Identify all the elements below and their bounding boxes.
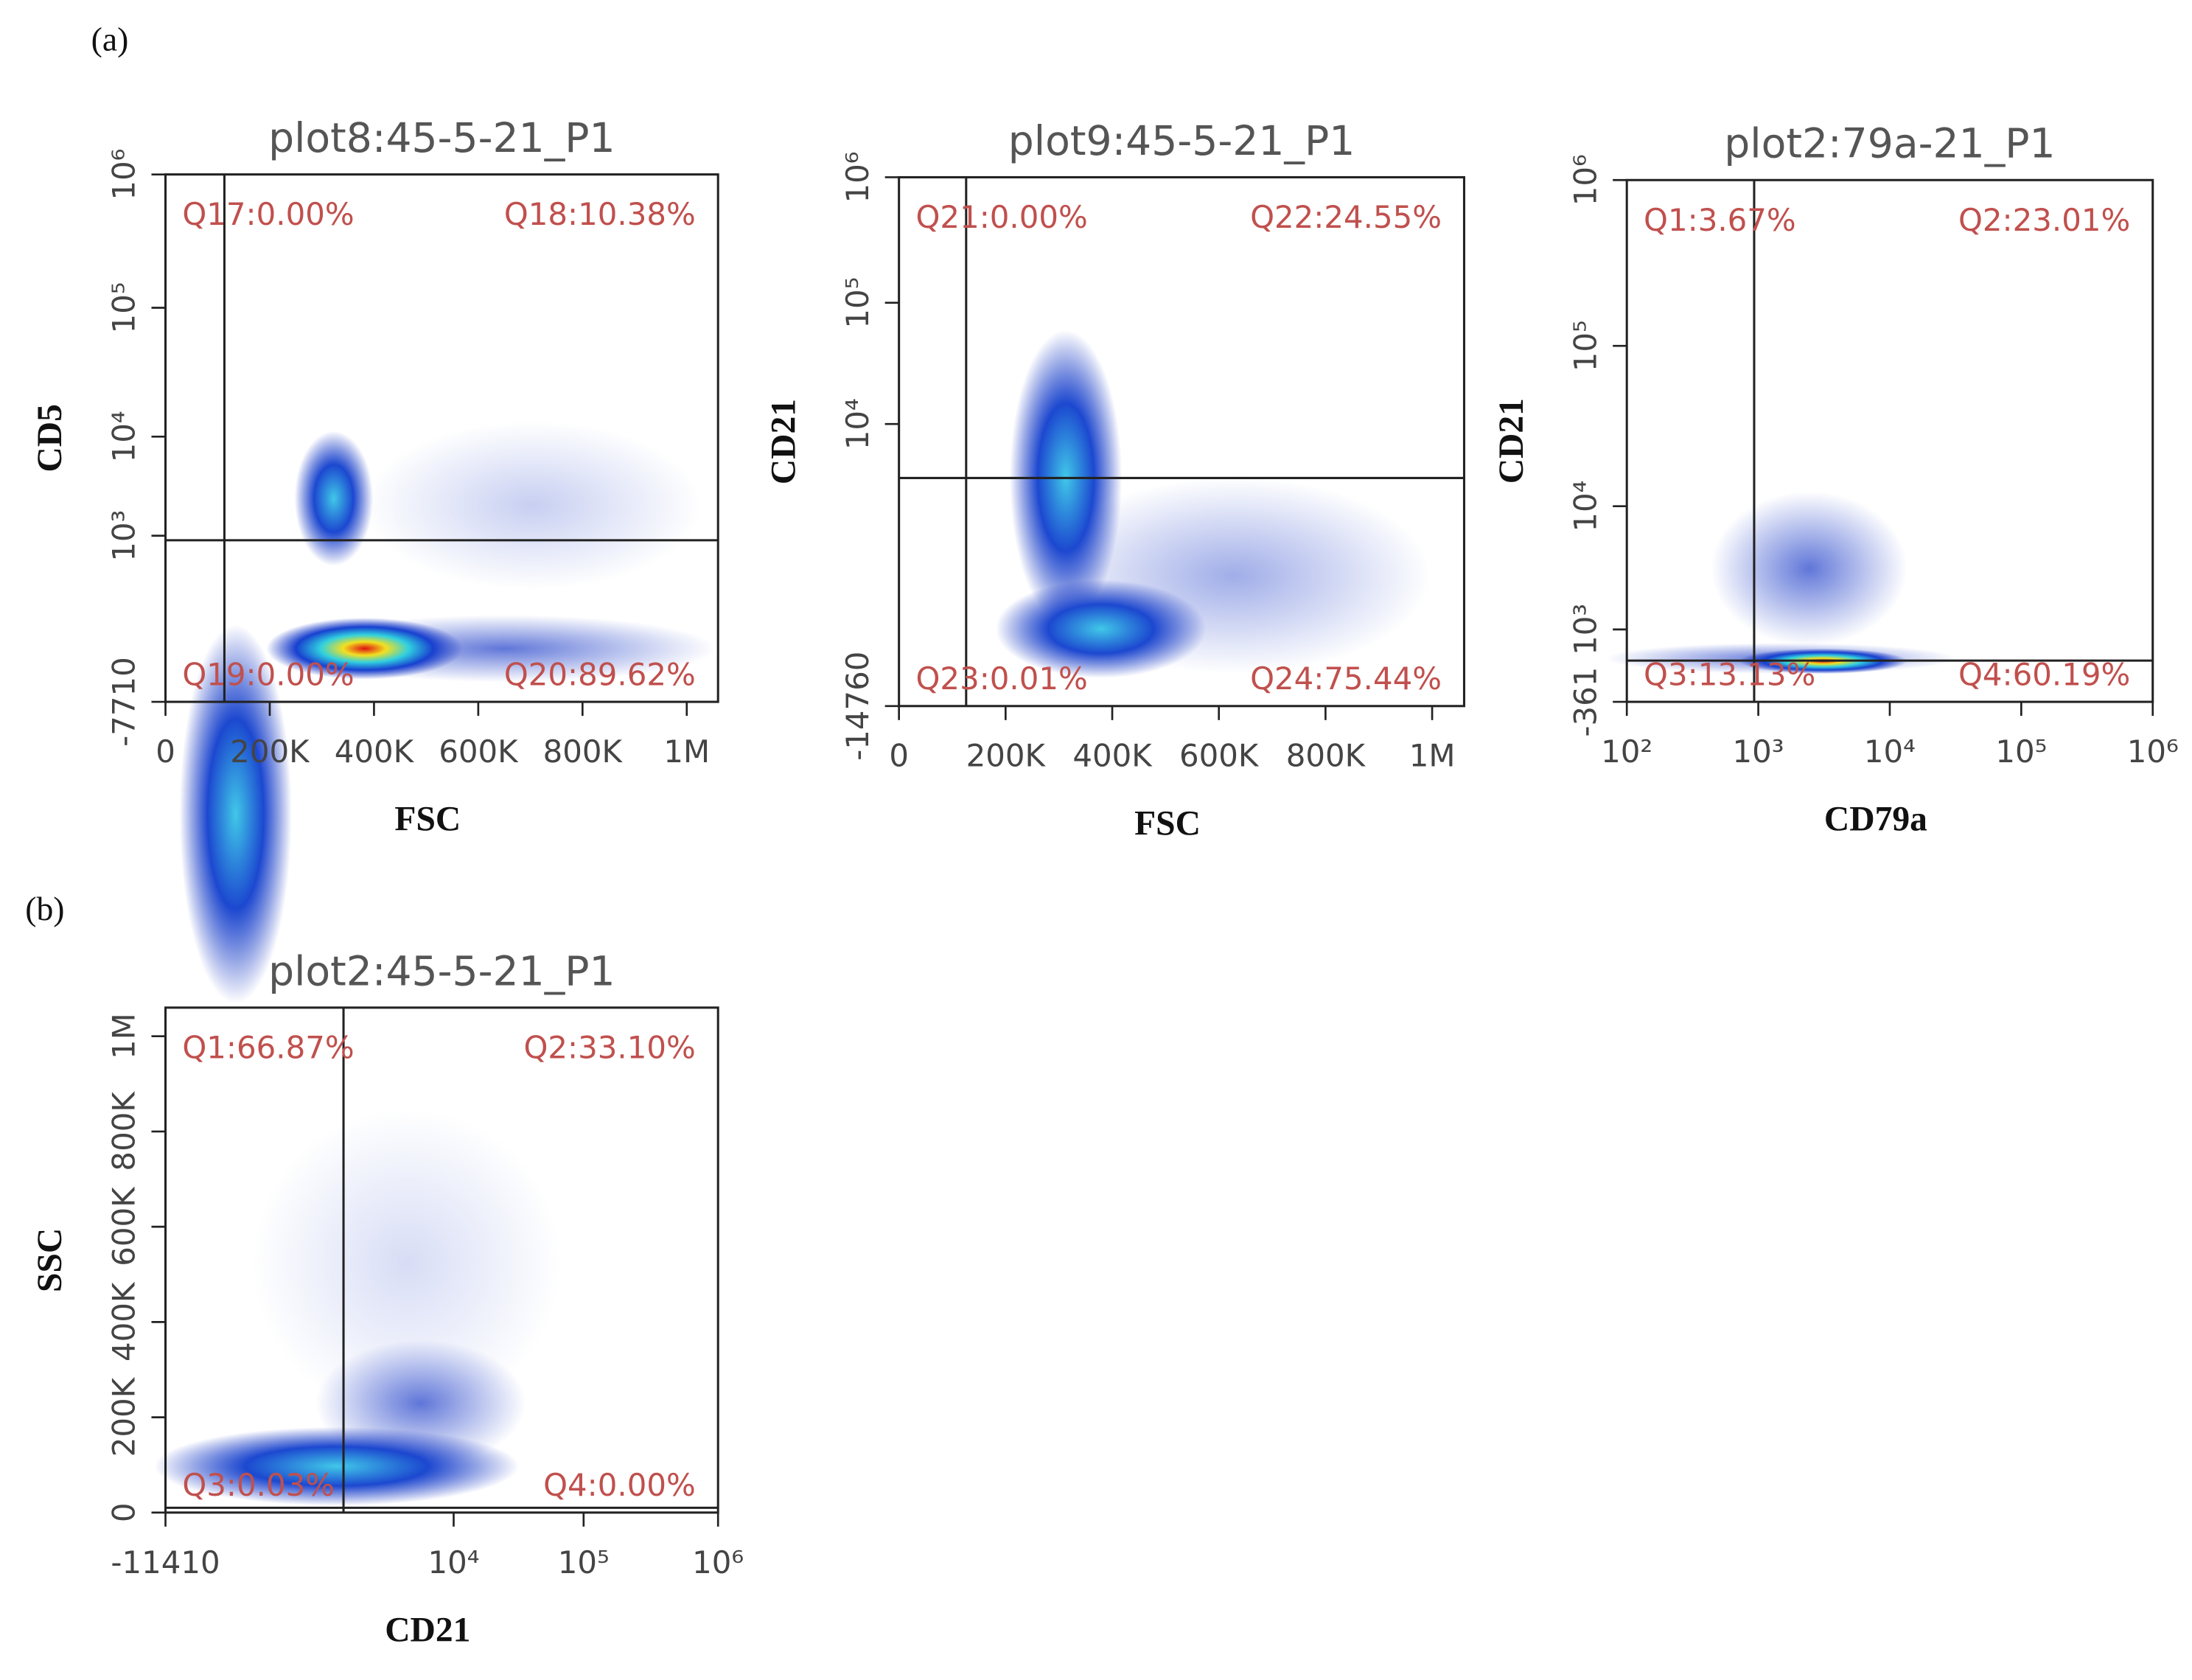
x-tick-label: 800K [1286,738,1366,774]
panel-label: (a) [91,20,129,57]
x-tick-label: 800K [543,733,624,770]
quadrant-label: Q1:3.67% [1644,202,1796,238]
x-tick-label: 0 [156,733,175,770]
y-axis-label: CD21 [1493,398,1531,484]
quadrant-label: Q1:66.87% [182,1029,354,1065]
quadrant-label: Q23:0.01% [915,661,1087,697]
y-tick-label: 10⁶ [840,151,876,203]
x-tick-label: 1M [1409,738,1456,774]
y-tick-label: 0 [106,1503,142,1523]
quadrant-label: Q3:0.03% [182,1467,335,1503]
quadrant-label: Q2:33.10% [523,1029,695,1065]
x-tick-label: 10² [1601,733,1652,770]
quadrant-label: Q20:89.62% [504,656,696,692]
plot-frame [164,1006,719,1514]
quadrant-label: Q21:0.00% [915,199,1087,235]
x-tick-label: 400K [335,733,415,770]
y-axis-label: CD5 [31,404,69,472]
y-tick-label: 10⁴ [106,411,142,462]
x-tick-label: 600K [1179,738,1260,774]
y-tick-label: 800K [106,1091,142,1171]
x-tick-label: 200K [230,733,310,770]
x-tick-label: -11410 [111,1544,220,1580]
quadrant-label: Q3:13.13% [1644,656,1815,692]
x-axis-label: CD79a [1824,801,1927,839]
x-tick-label: 400K [1072,738,1153,774]
quadrant-label: Q4:0.00% [543,1467,696,1503]
x-tick-label: 10³ [1733,733,1784,770]
y-tick-label: -14760 [840,652,876,761]
density-clouds [154,330,1957,1506]
y-tick-label: -7710 [106,657,142,747]
quadrant-label: Q2:23.01% [1958,202,2130,238]
x-axis-label: FSC [1134,804,1201,843]
plot-frame [898,175,1465,708]
chart-title: plot2:79a-21_P1 [1724,121,2055,168]
y-tick-label: 10⁶ [1567,154,1603,206]
y-tick-label: -361 [1567,667,1603,737]
x-axis-label: FSC [394,801,461,839]
chart-title: plot8:45-5-21_P1 [268,115,615,162]
y-tick-label: 10⁶ [106,149,142,201]
y-axis-label: CD21 [764,399,803,484]
quadrant-label: Q4:60.19% [1958,656,2130,692]
y-tick-label: 10³ [1567,604,1603,655]
x-axis-label: CD21 [385,1611,470,1649]
y-tick-label: 1M [106,1013,142,1059]
y-tick-label: 10⁴ [840,398,876,450]
x-tick-label: 10⁴ [1864,733,1916,770]
y-tick-label: 10⁵ [840,277,876,329]
y-tick-label: 10⁴ [1567,481,1603,532]
quadrant-label: Q22:24.55% [1250,199,1442,235]
plot-frame [164,173,719,703]
quadrant-label: Q19:0.00% [182,656,354,692]
y-tick-label: 600K [106,1186,142,1266]
x-tick-label: 600K [439,733,519,770]
x-tick-label: 10⁶ [692,1544,744,1580]
y-tick-label: 10⁵ [106,282,142,333]
y-axis-label: SSC [31,1228,69,1292]
quadrant-label: Q18:10.38% [504,196,696,232]
x-tick-label: 200K [966,738,1047,774]
x-tick-label: 10⁵ [1995,733,2047,770]
panel-label: (b) [25,890,64,927]
x-tick-label: 1M [663,733,710,770]
x-tick-label: 0 [889,738,909,774]
quadrant-label: Q17:0.00% [182,196,354,232]
chart-title: plot2:45-5-21_P1 [268,948,615,995]
y-tick-label: 10³ [106,510,142,562]
x-tick-label: 10⁶ [2127,733,2179,770]
plot-frame [1625,178,2154,703]
x-tick-label: 10⁴ [427,1544,479,1580]
x-tick-label: 10⁵ [558,1544,610,1580]
chart-title: plot9:45-5-21_P1 [1008,118,1355,165]
y-tick-label: 400K [106,1281,142,1362]
quadrant-label: Q24:75.44% [1250,661,1442,697]
y-tick-label: 200K [106,1376,142,1457]
y-tick-label: 10⁵ [1567,320,1603,372]
